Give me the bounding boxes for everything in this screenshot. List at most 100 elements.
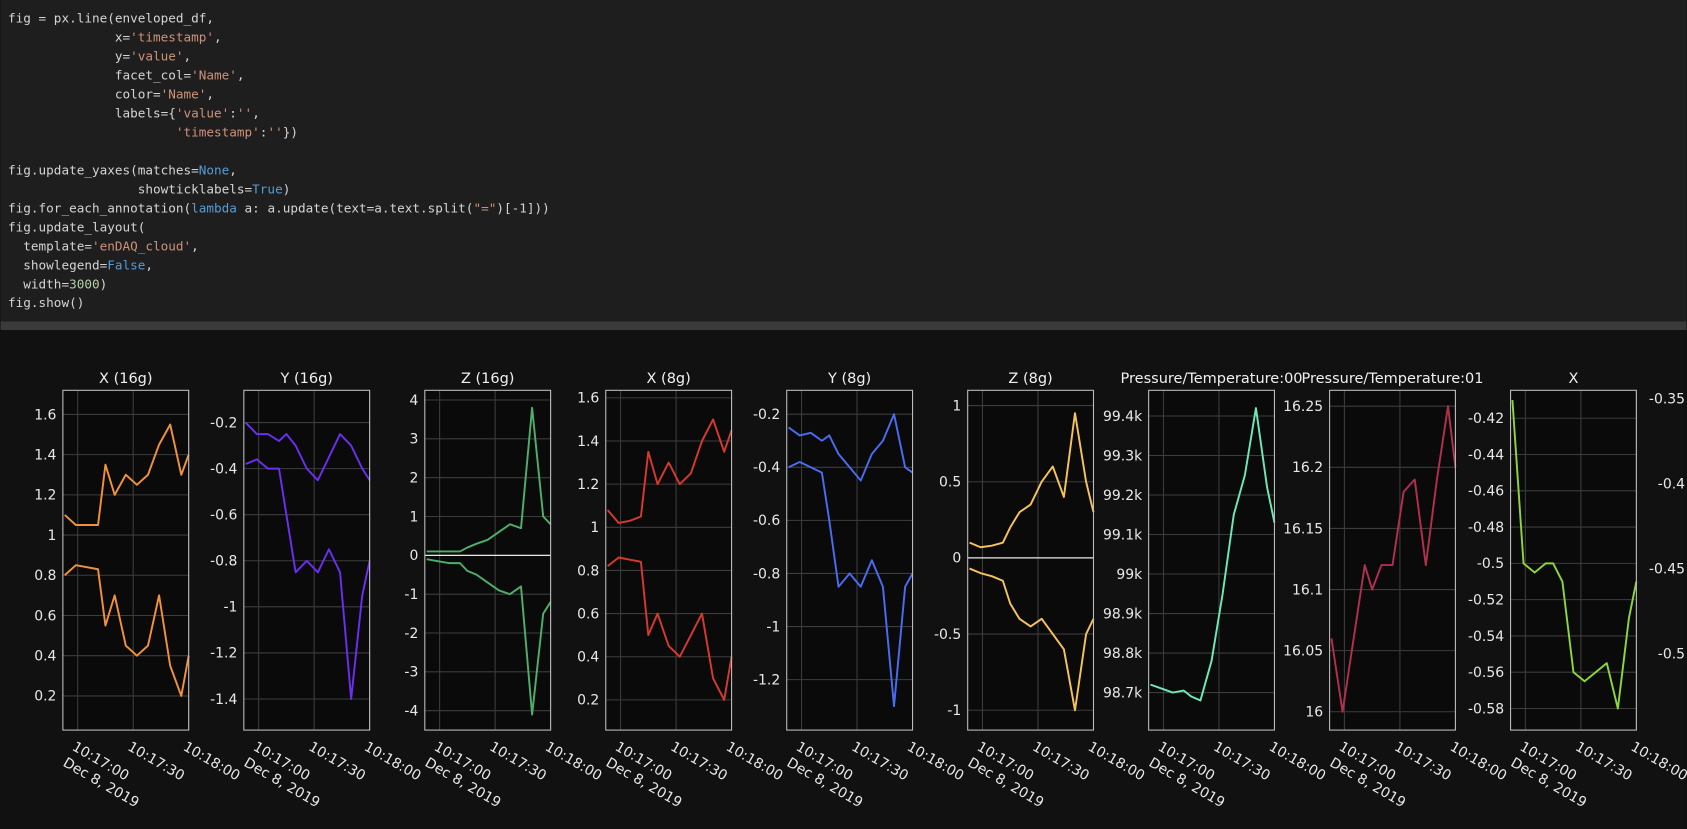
y-tick-label: 0.8 — [577, 563, 599, 579]
code-token: width= — [8, 276, 69, 291]
code: fig = px.line(enveloped_df, x='timestamp… — [8, 11, 550, 311]
code-line: fig.update_yaxes(matches=None, — [8, 162, 237, 177]
y-tick-label: -0.6 — [210, 508, 237, 524]
y-tick-label: 3 — [409, 432, 418, 448]
plot-border — [1510, 389, 1637, 731]
series-line — [245, 458, 371, 700]
facet-title: Z (8g) — [1008, 371, 1052, 387]
code-token: showlegend= — [8, 257, 108, 272]
y-tick-label: -0.6 — [753, 513, 780, 529]
y-tick-label: -0.8 — [753, 566, 780, 582]
series-line — [788, 413, 914, 482]
y-tick-label: -0.5 — [1658, 646, 1685, 662]
plot-border — [605, 389, 733, 731]
code-token: 3000 — [69, 276, 100, 291]
code-line: fig.show() — [8, 295, 84, 310]
y-tick-label: -0.5 — [1477, 556, 1504, 572]
code-line: width=3000) — [8, 276, 107, 291]
code-token: "=" — [473, 200, 496, 215]
series-line — [1511, 400, 1638, 710]
code-line: showlegend=False, — [8, 257, 153, 272]
facet-title: X (8g) — [647, 371, 691, 387]
y-tick-label: 1 — [590, 520, 599, 536]
y-tick-label: -1 — [404, 587, 418, 603]
code-token — [8, 124, 176, 139]
y-tick-label: 1.6 — [34, 407, 56, 423]
series-line — [607, 556, 733, 701]
y-tick-label: -0.44 — [1468, 447, 1504, 463]
series-line — [969, 412, 1095, 549]
facet-title: Y (8g) — [827, 371, 871, 387]
code-token: , — [184, 49, 192, 64]
y-tick-label: -0.54 — [1468, 629, 1504, 645]
plot-border — [424, 389, 552, 731]
code-token: 'value' — [176, 105, 229, 120]
y-tick-label: -0.52 — [1468, 592, 1504, 608]
code-line: fig.for_each_annotation(lambda a: a.upda… — [8, 200, 550, 215]
code-token: False — [107, 257, 145, 272]
code-token: None — [199, 162, 230, 177]
y-tick-label: 1.4 — [34, 447, 56, 463]
y-tick-label: 1.6 — [577, 391, 599, 407]
y-tick-label: -0.2 — [753, 407, 780, 423]
y-tick-label: -0.58 — [1468, 701, 1504, 717]
y-tick-label: -0.48 — [1468, 520, 1504, 536]
code-token: fig = px.line(enveloped_df, — [8, 11, 214, 26]
series-line — [606, 418, 733, 524]
y-tick-label: -0.46 — [1468, 484, 1504, 500]
code-token: fig.update_layout( — [8, 219, 145, 234]
code-token: , — [214, 30, 222, 45]
y-tick-label: 99.1k — [1103, 527, 1143, 543]
code-token: ) — [283, 181, 291, 196]
code-cell — [0, 0, 1687, 322]
code-token: '' — [237, 105, 252, 120]
code-token: 'timestamp' — [176, 124, 260, 139]
facet-title: Y (16g) — [280, 371, 333, 387]
series-line — [244, 421, 371, 482]
y-tick-label: -2 — [404, 626, 418, 642]
y-tick-label: 98.8k — [1103, 646, 1143, 662]
code-token: 'Name' — [161, 86, 207, 101]
y-tick-label: 2 — [409, 471, 418, 487]
y-tick-label: -0.5 — [934, 627, 961, 643]
code-token: '' — [267, 124, 282, 139]
code-token: 'value' — [130, 49, 183, 64]
y-tick-label: -3 — [404, 665, 418, 681]
y-tick-label: 0.2 — [577, 693, 599, 709]
y-tick-label: 16.25 — [1283, 399, 1323, 415]
code-token: , — [145, 257, 153, 272]
series-line — [1150, 407, 1276, 702]
y-tick-label: 4 — [409, 393, 418, 409]
code-token: }) — [283, 124, 298, 139]
y-tick-label: -4 — [404, 704, 418, 720]
y-tick-label: 1.2 — [34, 488, 56, 504]
facet-title: X (16g) — [99, 371, 153, 387]
y-tick-label: -1.4 — [210, 692, 237, 708]
code-token: x= — [8, 30, 130, 45]
plot-border — [1148, 389, 1275, 731]
series-line — [969, 567, 1095, 712]
y-tick-label: 1.4 — [577, 434, 599, 450]
code-token: y= — [8, 49, 130, 64]
code-token: , — [252, 105, 260, 120]
code-token: 'enDAQ_cloud' — [92, 238, 191, 253]
y-tick-label: 1.2 — [577, 477, 599, 493]
y-tick-label: 16.1 — [1292, 582, 1323, 598]
plot-border — [967, 389, 1095, 731]
plot-border — [1329, 389, 1456, 731]
facet-title: Z (16g) — [461, 371, 515, 387]
series-line — [1330, 405, 1457, 713]
code-token: showticklabels= — [8, 181, 253, 196]
y-tick-label: 1 — [952, 398, 961, 414]
y-tick-label: 0 — [952, 551, 961, 567]
plot-area — [967, 390, 1094, 731]
y-tick-label: -1.2 — [753, 672, 780, 688]
code-token: facet_col= — [8, 68, 191, 83]
series-line — [426, 406, 552, 553]
plot-area — [1510, 390, 1637, 731]
code-token: , — [229, 162, 237, 177]
plot-border — [62, 389, 190, 731]
code-token: : — [260, 124, 268, 139]
y-tick-label: -0.45 — [1649, 562, 1685, 578]
code-line: x='timestamp', — [8, 30, 222, 45]
